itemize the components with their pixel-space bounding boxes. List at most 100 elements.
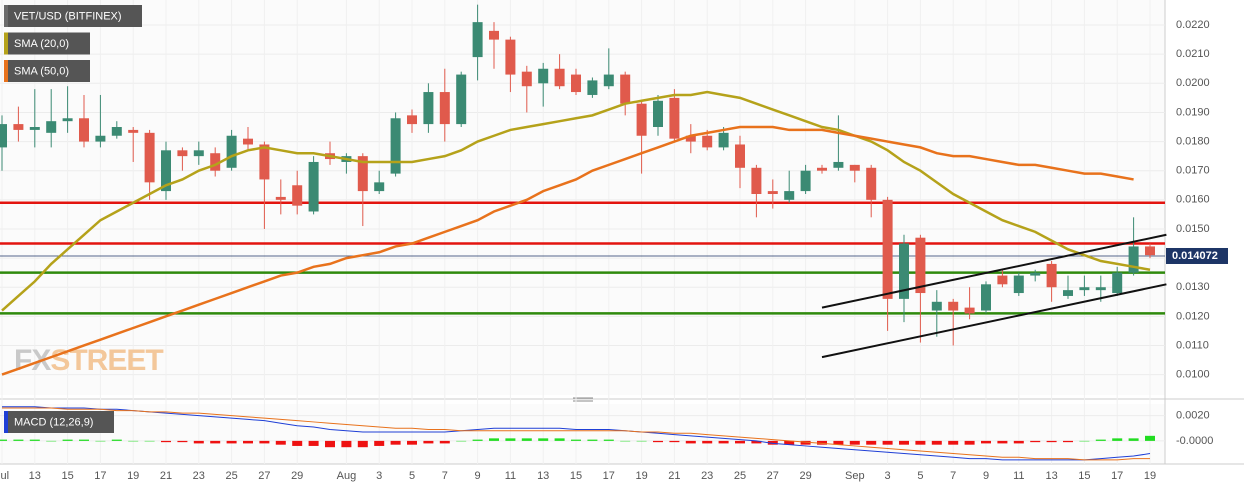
candle-body bbox=[603, 74, 614, 87]
candle-body bbox=[62, 118, 73, 122]
candle-body bbox=[439, 92, 450, 125]
candle-body bbox=[259, 144, 270, 180]
candle-body bbox=[554, 68, 565, 87]
legend-box bbox=[4, 5, 142, 27]
x-tick-label: 17 bbox=[1111, 470, 1123, 482]
candle-body bbox=[177, 150, 188, 157]
y-tick-label: 0.0150 bbox=[1176, 223, 1210, 235]
candle-body bbox=[505, 39, 516, 75]
histogram-bar bbox=[325, 440, 335, 448]
x-tick-label: Aug bbox=[337, 470, 357, 482]
candle-body bbox=[79, 118, 89, 142]
histogram-bar bbox=[981, 440, 991, 444]
histogram-bar bbox=[1145, 435, 1155, 441]
candle-body bbox=[571, 74, 581, 93]
y-tick-label: 0.0100 bbox=[1176, 369, 1210, 381]
candle-body bbox=[817, 167, 827, 171]
candle-body bbox=[1079, 287, 1090, 291]
x-tick-label: 23 bbox=[193, 470, 205, 482]
watermark: FXSTREET bbox=[14, 344, 163, 377]
candle-body bbox=[357, 156, 368, 192]
candle-body bbox=[374, 182, 385, 192]
x-tick-label: 15 bbox=[1078, 470, 1090, 482]
candle-body bbox=[243, 138, 253, 145]
candle-body bbox=[981, 284, 991, 311]
legend-box bbox=[4, 32, 90, 55]
candle-body bbox=[456, 74, 467, 125]
x-tick-label: 15 bbox=[570, 470, 582, 482]
candle-body bbox=[1128, 246, 1139, 273]
histogram-bar bbox=[423, 440, 434, 444]
candle-body bbox=[128, 129, 139, 133]
candle-body bbox=[13, 124, 24, 130]
candle-body bbox=[210, 153, 221, 171]
histogram-bar bbox=[46, 440, 57, 442]
candle-body bbox=[144, 132, 155, 183]
candle-body bbox=[866, 167, 877, 200]
x-tick-label: 21 bbox=[160, 470, 172, 482]
candle-body bbox=[521, 71, 532, 87]
histogram-bar bbox=[751, 440, 762, 444]
histogram-bar bbox=[341, 440, 352, 448]
legend-label: SMA (20,0) bbox=[14, 38, 69, 50]
histogram-bar bbox=[735, 440, 745, 444]
candle-body bbox=[193, 150, 204, 157]
histogram-bar bbox=[767, 440, 778, 445]
histogram-bar bbox=[111, 439, 122, 441]
x-tick-label: 3 bbox=[885, 470, 891, 482]
x-tick-label: 3 bbox=[376, 470, 382, 482]
candle-body bbox=[1145, 246, 1155, 256]
candle-body bbox=[997, 275, 1008, 285]
candle-body bbox=[964, 307, 975, 314]
histogram-bar bbox=[866, 440, 877, 445]
line-series bbox=[1, 125, 1134, 376]
histogram-bar bbox=[521, 438, 532, 441]
candle-body bbox=[1063, 290, 1073, 296]
line-series bbox=[2, 406, 1151, 461]
line-series bbox=[2, 407, 1150, 461]
last-price-label: 0.014072 bbox=[1172, 250, 1218, 262]
candle-body bbox=[0, 124, 7, 148]
legend-box bbox=[4, 411, 114, 433]
histogram-bar bbox=[817, 440, 827, 445]
histogram-bar bbox=[357, 440, 368, 448]
candle-body bbox=[833, 161, 844, 168]
candle-body bbox=[407, 115, 417, 125]
histogram-bar bbox=[1046, 440, 1057, 443]
histogram-bar bbox=[95, 440, 106, 442]
y-tick-label: -0.0000 bbox=[1176, 435, 1213, 447]
histogram-bar bbox=[685, 440, 696, 444]
histogram-bar bbox=[653, 440, 663, 443]
histogram-bar bbox=[1030, 440, 1041, 443]
candle-body bbox=[620, 74, 631, 104]
candle-body bbox=[472, 22, 483, 58]
y-tick-label: 0.0170 bbox=[1176, 165, 1210, 177]
candle-body bbox=[767, 191, 778, 195]
x-tick-label: Jul bbox=[0, 470, 9, 482]
watermark-part: FX bbox=[14, 344, 51, 377]
histogram-bar bbox=[1063, 440, 1073, 443]
candle-body bbox=[915, 237, 926, 294]
histogram-bar bbox=[144, 440, 155, 442]
x-tick-label: 19 bbox=[1144, 470, 1156, 482]
candle-body bbox=[29, 127, 40, 130]
histogram-bar bbox=[669, 440, 680, 443]
x-tick-label: 25 bbox=[734, 470, 746, 482]
y-tick-label: 0.0120 bbox=[1176, 310, 1210, 322]
histogram-bar bbox=[603, 439, 614, 441]
histogram-bar bbox=[800, 440, 811, 445]
histogram-bar bbox=[1128, 438, 1139, 441]
y-tick-label: 0.0180 bbox=[1176, 135, 1210, 147]
histogram-bar bbox=[275, 440, 286, 445]
x-tick-label: 15 bbox=[61, 470, 73, 482]
candle-body bbox=[161, 150, 171, 192]
histogram-bar bbox=[128, 440, 139, 442]
legend-swatch bbox=[4, 32, 8, 55]
histogram-bar bbox=[718, 440, 729, 444]
legend-swatch bbox=[4, 411, 8, 433]
histogram-bar bbox=[308, 440, 319, 446]
histogram-bar bbox=[439, 440, 450, 444]
x-tick-label: 21 bbox=[668, 470, 680, 482]
histogram-bar bbox=[784, 440, 795, 445]
